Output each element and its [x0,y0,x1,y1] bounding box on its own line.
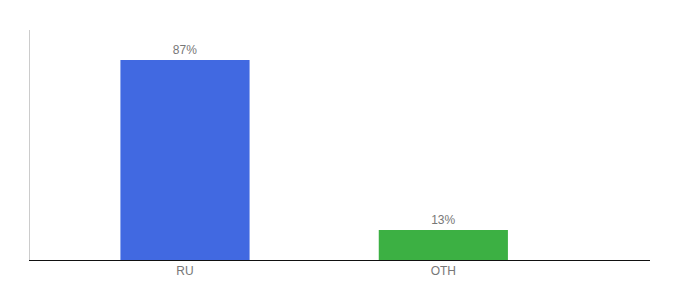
svg-text:RU: RU [176,264,193,278]
svg-text:13%: 13% [431,213,455,227]
svg-text:87%: 87% [173,43,197,57]
svg-text:OTH: OTH [431,264,456,278]
